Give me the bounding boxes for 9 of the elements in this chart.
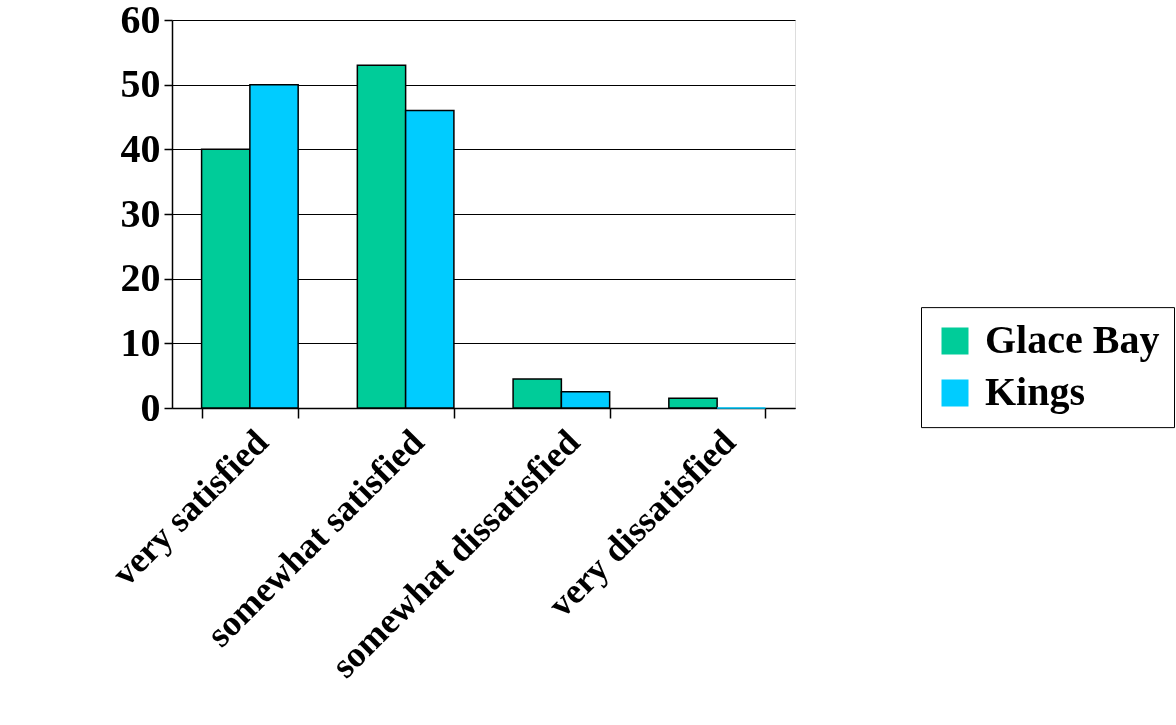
y-tick-label: 10 (120, 319, 161, 365)
y-tick-label: 0 (140, 384, 161, 430)
y-tick-label: 30 (120, 190, 161, 236)
y-tick-label: 50 (120, 61, 161, 107)
y-tick-label: 20 (120, 255, 161, 301)
legend-label: Kings (985, 369, 1086, 415)
legend-label: Glace Bay (985, 317, 1160, 363)
y-tick-label: 40 (120, 125, 161, 171)
y-tick-label: 60 (120, 0, 161, 42)
